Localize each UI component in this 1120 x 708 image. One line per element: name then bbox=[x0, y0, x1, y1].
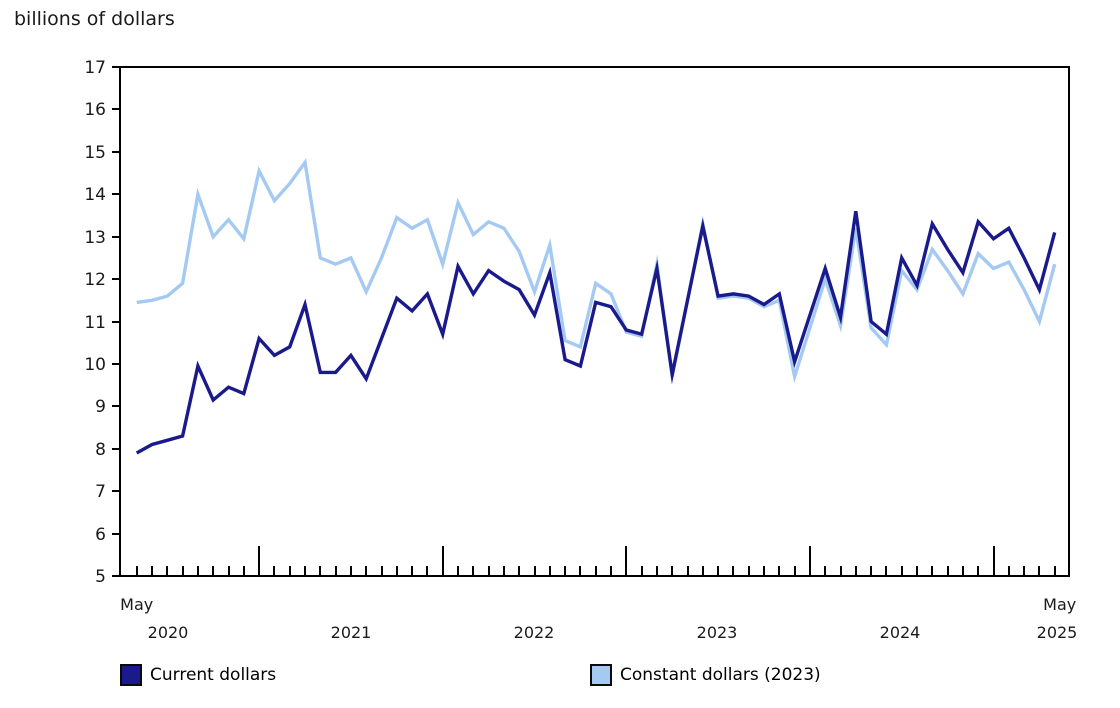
chart-unit-label: billions of dollars bbox=[14, 8, 175, 30]
y-tick-label: 8 bbox=[95, 440, 106, 460]
y-tick-label: 17 bbox=[84, 58, 106, 78]
y-tick-label: 13 bbox=[84, 228, 106, 248]
line-chart: 5 6 7 8 9 10 11 12 13 14 15 16 17 May May 2020 2021 2022 2… bbox=[84, 58, 1077, 642]
x-label-year-2022: 2022 bbox=[514, 623, 555, 642]
y-tick-label: 12 bbox=[84, 270, 106, 290]
x-label-year-2024: 2024 bbox=[880, 623, 921, 642]
legend-label-constant-dollars: Constant dollars (2023) bbox=[620, 665, 821, 685]
x-label-may-start: May bbox=[120, 595, 153, 614]
y-tick-label: 14 bbox=[84, 185, 106, 205]
y-axis-labels: 5 6 7 8 9 10 11 12 13 14 15 16 17 bbox=[84, 58, 106, 587]
series-line-constant-dollars bbox=[136, 158, 1057, 384]
x-label-year-2020: 2020 bbox=[148, 623, 189, 642]
x-label-year-2021: 2021 bbox=[331, 623, 372, 642]
y-tick-label: 11 bbox=[84, 313, 106, 333]
x-label-year-2023: 2023 bbox=[697, 623, 738, 642]
axes bbox=[112, 66, 1070, 577]
legend-swatch-constant-dollars bbox=[590, 664, 612, 686]
legend-swatch-current-dollars bbox=[120, 664, 142, 686]
y-axis-ticks bbox=[112, 66, 120, 577]
x-axis-labels: May May 2020 2021 2022 2023 2024 2025 bbox=[120, 595, 1077, 642]
y-tick-label: 16 bbox=[84, 100, 106, 120]
plot-border bbox=[119, 66, 1070, 577]
y-tick-label: 9 bbox=[95, 397, 106, 417]
x-label-year-2025: 2025 bbox=[1037, 623, 1078, 642]
y-tick-label: 15 bbox=[84, 143, 106, 163]
series-line-current-dollars bbox=[135, 210, 1057, 455]
chart-legend: Current dollars Constant dollars (2023) bbox=[0, 664, 1120, 692]
y-tick-label: 7 bbox=[95, 482, 106, 502]
y-tick-label: 6 bbox=[95, 525, 106, 545]
legend-item-current: Current dollars bbox=[120, 664, 276, 686]
legend-label-current-dollars: Current dollars bbox=[150, 665, 277, 685]
x-label-may-end: May bbox=[1043, 595, 1076, 614]
legend-item-constant: Constant dollars (2023) bbox=[590, 664, 821, 686]
x-axis-ticks bbox=[136, 546, 1056, 576]
y-tick-label: 10 bbox=[84, 355, 106, 375]
y-tick-label: 5 bbox=[95, 567, 106, 587]
